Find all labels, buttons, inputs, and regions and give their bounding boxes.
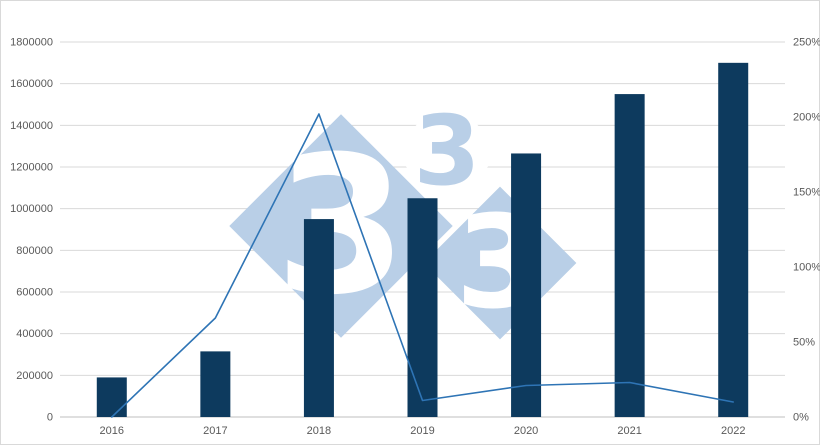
growth-line xyxy=(110,113,735,418)
right-axis-tick-label: 200% xyxy=(793,112,820,124)
left-axis-tick-label: 200000 xyxy=(16,370,53,382)
left-axis-tick-label: 1800000 xyxy=(10,37,53,49)
right-axis-tick-label: 250% xyxy=(793,37,820,49)
x-axis-label: 2016 xyxy=(100,425,124,437)
left-axis-tick-label: 1400000 xyxy=(10,120,53,132)
bar-2021 xyxy=(614,94,645,417)
x-axis-label: 2022 xyxy=(721,425,745,437)
left-axis-tick-label: 1200000 xyxy=(10,162,53,174)
right-axis-tick-label: 50% xyxy=(793,337,815,349)
bar-2018 xyxy=(303,219,334,417)
bar-2019 xyxy=(407,198,438,417)
bar-2022 xyxy=(718,62,749,417)
left-axis-tick-label: 1000000 xyxy=(10,203,53,215)
x-axis-label: 2021 xyxy=(617,425,641,437)
watermark-diamond-small xyxy=(390,94,504,208)
left-axis-tick-label: 1600000 xyxy=(10,78,53,90)
x-axis-label: 2019 xyxy=(410,425,434,437)
left-axis-tick-label: 800000 xyxy=(16,245,53,257)
x-axis-label: 2017 xyxy=(203,425,227,437)
bar-2016 xyxy=(96,377,127,417)
x-axis-label: 2020 xyxy=(514,425,538,437)
left-axis-tick-label: 600000 xyxy=(16,287,53,299)
left-axis-tick-label: 0 xyxy=(47,412,53,424)
watermark-digit: 3 xyxy=(414,95,481,207)
right-axis-tick-label: 0% xyxy=(793,412,809,424)
watermark-digit: 3 xyxy=(275,116,407,337)
bar-2020 xyxy=(511,153,542,418)
right-axis-tick-label: 150% xyxy=(793,187,820,199)
right-axis-tick-label: 100% xyxy=(793,262,820,274)
bar-2017 xyxy=(200,351,231,417)
left-axis-tick-label: 400000 xyxy=(16,328,53,340)
x-axis-label: 2018 xyxy=(307,425,331,437)
